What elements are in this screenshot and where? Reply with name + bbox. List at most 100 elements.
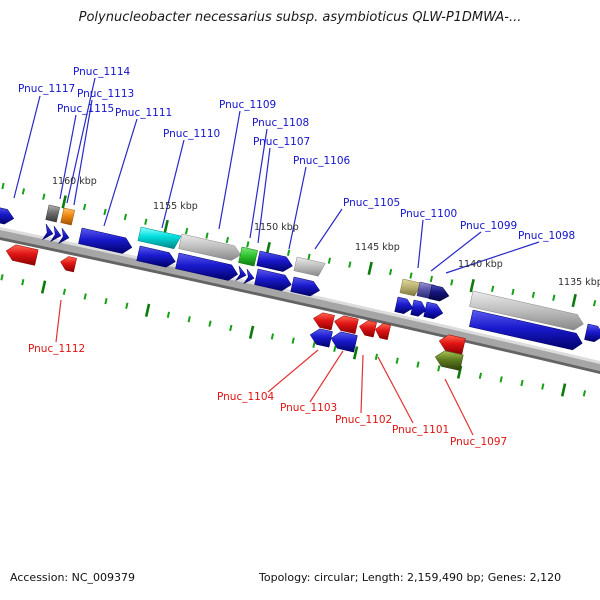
gene-glyph-green[interactable] — [238, 246, 258, 267]
gene-glyph-red[interactable] — [334, 315, 359, 334]
gene-label-Pnuc_1107[interactable]: Pnuc_1107 — [253, 136, 311, 148]
gene-glyph-gray[interactable] — [293, 256, 326, 277]
leader-line-Pnuc_1108 — [249, 128, 268, 239]
ruler-below-tick — [374, 353, 379, 360]
ruler-above-tick — [571, 293, 577, 308]
leader-line-Pnuc_1097 — [444, 378, 474, 436]
backbone-strip — [0, 237, 600, 374]
gene-glyph-blue[interactable] — [410, 299, 427, 317]
accession-text: Accession: NC_009379 — [10, 571, 136, 584]
gene-glyph-navy[interactable] — [428, 284, 450, 302]
gene-glyph-red[interactable] — [375, 323, 391, 340]
leader-line-Pnuc_1109 — [218, 110, 241, 230]
ruler-below-tick — [187, 316, 191, 323]
gene-glyph-blue[interactable] — [78, 227, 133, 254]
ruler-above-tick — [450, 279, 454, 286]
ruler-above-tick — [21, 188, 26, 195]
gene-label-Pnuc_1097[interactable]: Pnuc_1097 — [450, 436, 508, 448]
gene-label-Pnuc_1106[interactable]: Pnuc_1106 — [293, 155, 351, 167]
ruler-above-tick — [61, 195, 67, 209]
gene-label-Pnuc_1112[interactable]: Pnuc_1112 — [28, 343, 86, 355]
gene-glyph-blue[interactable] — [394, 296, 414, 314]
leader-line-Pnuc_1111 — [103, 118, 138, 227]
gene-glyph-blue[interactable] — [235, 265, 247, 281]
gene-glyph-red[interactable] — [313, 312, 335, 331]
ruler-above-tick — [307, 253, 311, 260]
gene-label-Pnuc_1100[interactable]: Pnuc_1100 — [400, 208, 458, 220]
gene-glyph-dkgray[interactable] — [45, 204, 60, 223]
gene-glyph-red[interactable] — [5, 244, 39, 266]
gene-glyph-blue[interactable] — [290, 276, 321, 297]
leader-line-Pnuc_1098 — [445, 241, 540, 274]
gene-label-Pnuc_1111[interactable]: Pnuc_1111 — [115, 107, 173, 119]
gene-glyph-blue[interactable] — [330, 331, 358, 353]
ruler-below-tick — [248, 325, 255, 339]
gene-glyph-blue[interactable] — [175, 252, 239, 281]
ruler-above-tick — [286, 249, 291, 256]
ruler-below-tick — [520, 379, 524, 387]
gene-label-Pnuc_1105[interactable]: Pnuc_1105 — [343, 197, 401, 209]
gene-glyph-cyan[interactable] — [137, 226, 182, 250]
gene-glyph-khaki[interactable] — [399, 278, 422, 297]
gene-glyph-blue[interactable] — [254, 268, 292, 292]
ruler-below-tick — [125, 302, 129, 309]
gene-glyph-blue[interactable] — [309, 328, 333, 348]
gene-glyph-blue[interactable] — [584, 323, 600, 343]
gene-label-Pnuc_1114[interactable]: Pnuc_1114 — [73, 66, 131, 78]
gene-glyph-gray[interactable] — [178, 233, 242, 261]
gene-label-Pnuc_1102[interactable]: Pnuc_1102 — [335, 414, 393, 426]
gene-glyph-blue[interactable] — [469, 309, 583, 351]
leader-line-Pnuc_1106 — [288, 166, 307, 250]
gene-label-Pnuc_1110[interactable]: Pnuc_1110 — [163, 128, 221, 140]
gene-label-Pnuc_1117[interactable]: Pnuc_1117 — [18, 83, 76, 95]
ruler-below-tick — [352, 346, 359, 360]
gene-glyph-blue[interactable] — [243, 268, 255, 284]
gene-label-Pnuc_1108[interactable]: Pnuc_1108 — [252, 117, 310, 129]
leader-line-Pnuc_1110 — [161, 139, 185, 229]
gene-glyph-blue[interactable] — [58, 227, 70, 244]
ruler-above-tick — [205, 232, 209, 239]
gene-glyph-orange[interactable] — [60, 207, 75, 226]
gene-label-Pnuc_1104[interactable]: Pnuc_1104 — [217, 391, 275, 403]
gene-glyph-blue[interactable] — [423, 301, 444, 320]
organism-title: Polynucleobacter necessarius subsp. asym… — [78, 10, 522, 25]
gene-label-Pnuc_1115[interactable]: Pnuc_1115 — [57, 103, 115, 115]
gene-glyph-gray[interactable] — [469, 290, 584, 331]
ruler-below-tick — [560, 383, 567, 397]
gene-glyph-blue[interactable] — [50, 225, 62, 242]
gene-label-Pnuc_1099[interactable]: Pnuc_1099 — [460, 220, 518, 232]
gene-glyph-blue[interactable] — [0, 206, 15, 225]
ruler-above-tick — [327, 257, 332, 264]
ruler-above-tick — [409, 272, 413, 279]
ruler-below-tick — [104, 298, 108, 305]
ruler-below-tick — [333, 345, 337, 352]
ruler-above-tick — [163, 219, 169, 234]
ruler-below-tick — [582, 390, 587, 397]
gene-label-Pnuc_1101[interactable]: Pnuc_1101 — [392, 424, 450, 436]
gene-glyph-red[interactable] — [438, 334, 466, 355]
gene-glyph-red[interactable] — [60, 256, 77, 273]
gene-label-Pnuc_1109[interactable]: Pnuc_1109 — [219, 99, 277, 111]
ruler-below-tick — [21, 279, 25, 286]
ruler-below-tick — [270, 333, 275, 340]
leader-line-Pnuc_1117 — [13, 95, 41, 199]
gene-glyph-blue[interactable] — [42, 223, 54, 240]
ruler-below-tick — [291, 337, 295, 344]
ruler-above-tick — [511, 288, 515, 296]
ruler-above-tick — [429, 275, 434, 283]
gene-glyph-blue[interactable] — [136, 245, 176, 268]
leader-line-Pnuc_1104 — [267, 349, 319, 393]
gene-glyph-red[interactable] — [359, 320, 377, 338]
leader-line-Pnuc_1099 — [430, 231, 482, 272]
gene-glyph-olive[interactable] — [434, 350, 464, 371]
gene-label-Pnuc_1113[interactable]: Pnuc_1113 — [77, 88, 135, 100]
gene-label-Pnuc_1098[interactable]: Pnuc_1098 — [518, 230, 576, 242]
ruler-above-tick — [225, 236, 230, 244]
ruler-above-tick — [42, 193, 46, 200]
ruler-below-tick — [416, 361, 420, 368]
gene-label-Pnuc_1103[interactable]: Pnuc_1103 — [280, 402, 338, 414]
topology-text: Topology: circular; Length: 2,159,490 bp… — [259, 571, 562, 584]
gene-glyph-blue[interactable] — [256, 250, 293, 272]
